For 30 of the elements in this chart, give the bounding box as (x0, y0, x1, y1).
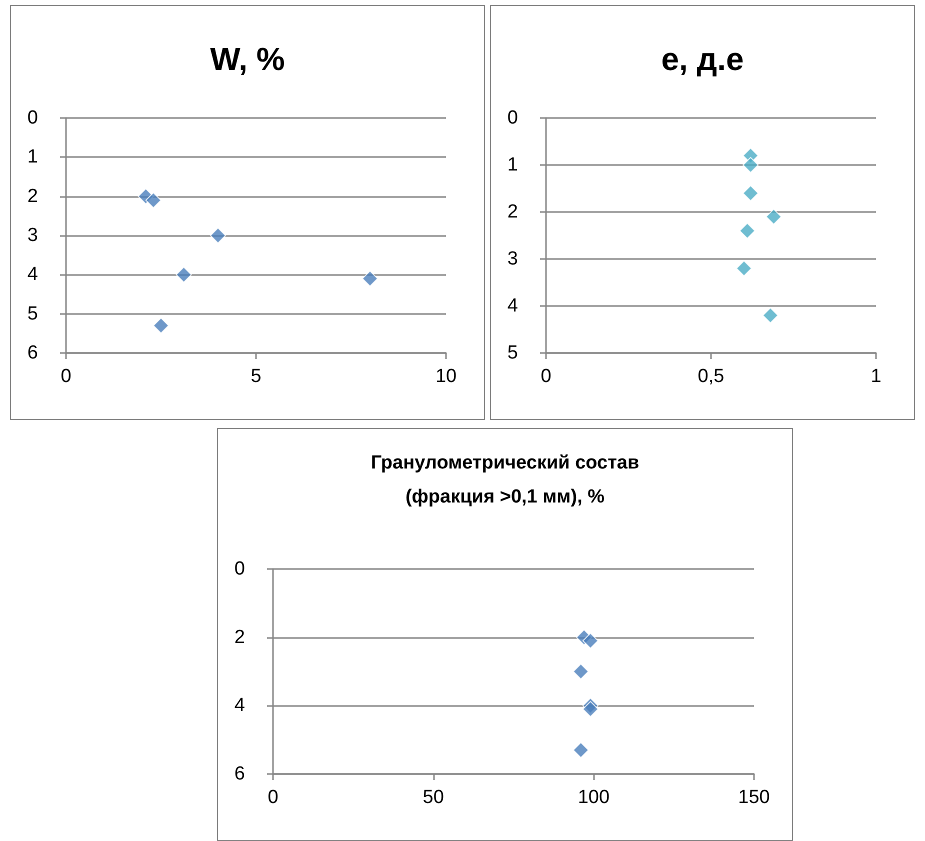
x-tick-label: 150 (738, 787, 770, 808)
y-tick-label: 6 (27, 342, 38, 364)
y-tick-label: 3 (507, 248, 518, 270)
y-tick-label: 2 (234, 626, 245, 648)
x-tick-label: 0 (268, 787, 278, 808)
y-tick-label: 4 (507, 296, 518, 316)
x-tick-label: 50 (422, 787, 444, 808)
y-tick-label: 5 (27, 303, 38, 324)
y-tick-label: 5 (507, 342, 518, 364)
chart-title: e, д.е (661, 41, 744, 77)
chart-title: W, % (210, 41, 285, 77)
y-tick-label: 2 (507, 202, 518, 222)
y-tick-label: 4 (234, 695, 246, 716)
y-tick-label: 0 (507, 108, 518, 128)
y-tick-label: 1 (507, 154, 518, 176)
chart-title: Гранулометрический состав (фракция >0,1 мм), % (370, 452, 640, 508)
x-tick-label: 100 (578, 787, 610, 808)
y-tick-label: 1 (27, 146, 38, 168)
y-tick-label: 2 (27, 186, 38, 207)
x-tick-label: 1 (870, 366, 882, 387)
y-tick-label: 3 (27, 225, 38, 246)
y-tick-label: 6 (234, 764, 245, 784)
x-tick-label: 0 (60, 366, 72, 387)
x-tick-label: 0 (540, 366, 552, 387)
x-tick-label: 10 (435, 366, 457, 387)
y-tick-label: 0 (234, 558, 245, 580)
x-tick-label: 5 (250, 366, 262, 387)
y-tick-label: 4 (27, 264, 38, 286)
y-tick-label: 0 (27, 108, 38, 128)
x-tick-label: 0,5 (698, 366, 724, 387)
